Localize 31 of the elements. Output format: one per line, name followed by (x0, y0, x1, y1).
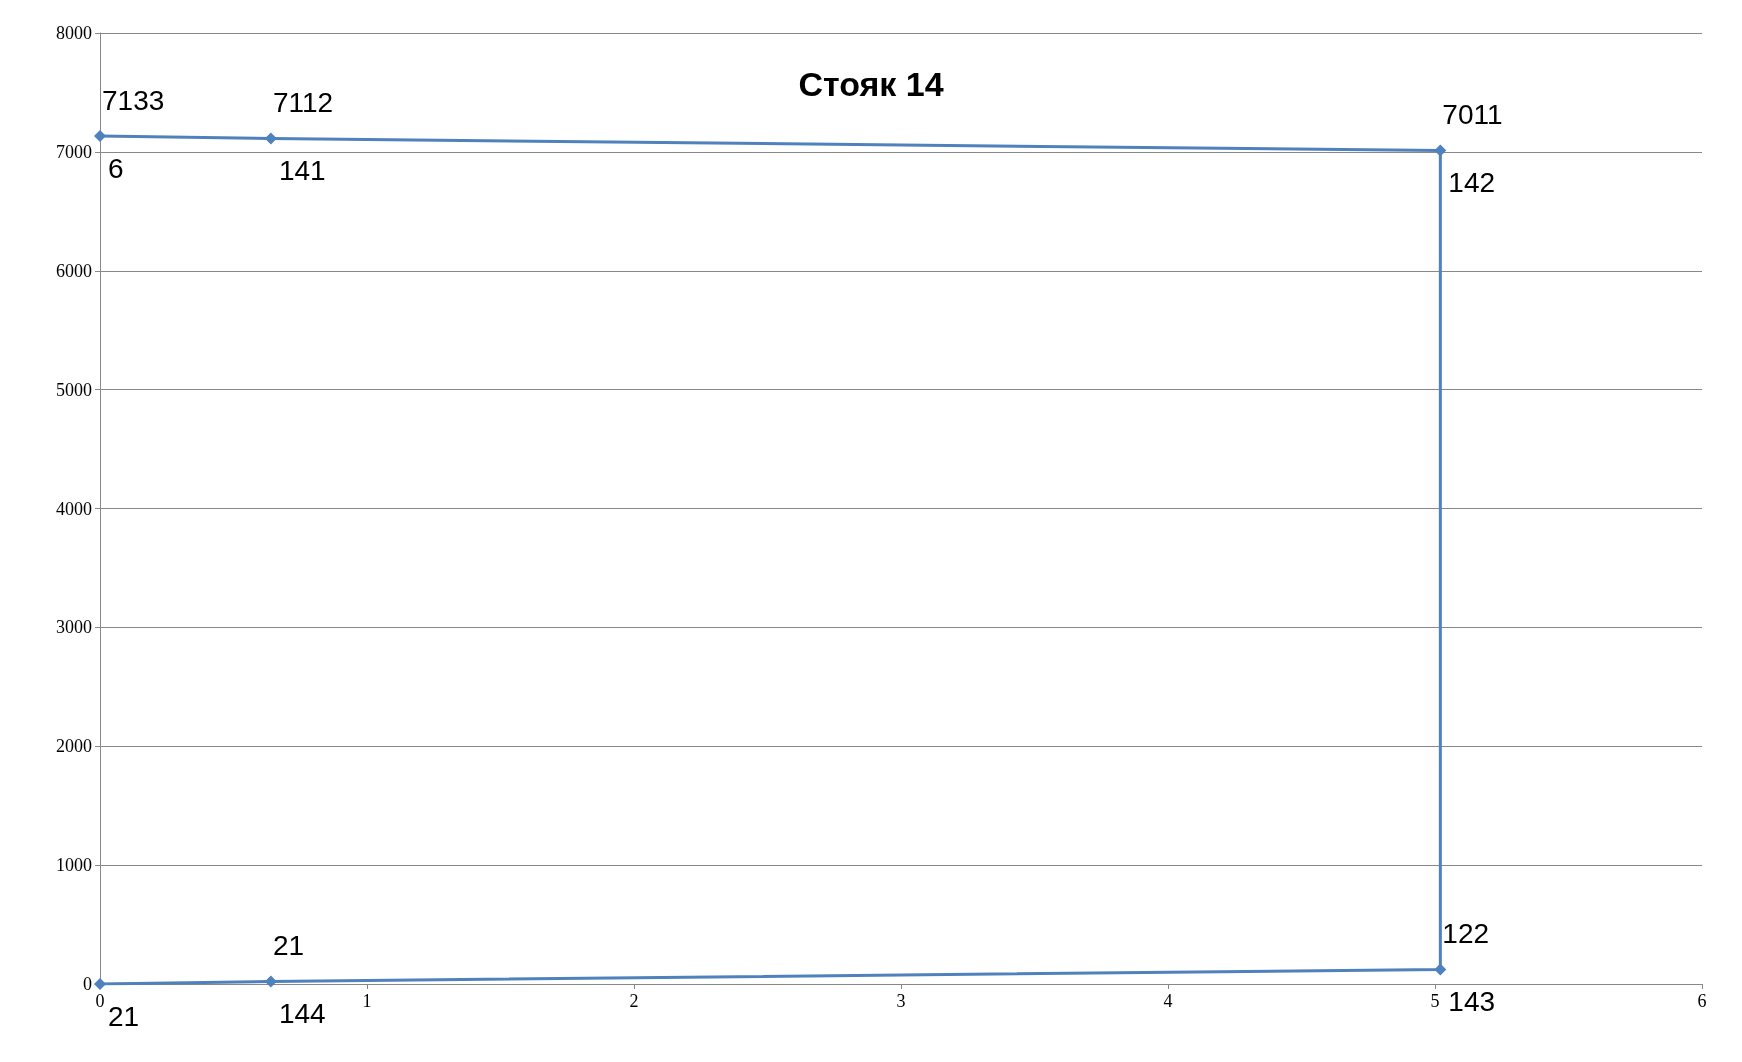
x-tick-label: 5 (1430, 991, 1440, 1011)
x-tick-label: 4 (1163, 991, 1173, 1011)
x-tick-label: 2 (629, 991, 639, 1011)
annotation: 142 (1448, 167, 1496, 199)
annotation: 144 (278, 998, 326, 1029)
point (94, 978, 106, 990)
annotation: 6 (108, 152, 124, 184)
y-tick-label: 7000 (56, 141, 92, 162)
y-tick-label: 6000 (56, 260, 92, 281)
y-tick-label: 5000 (56, 379, 92, 400)
text: Стояк 14 (798, 65, 944, 103)
x-tick-label: 3 (896, 991, 906, 1011)
y-tick-label: 0 (83, 974, 92, 994)
x-tick-label: 6 (1697, 991, 1707, 1011)
y-tick-label: 3000 (56, 617, 92, 638)
y-tick-label: 4000 (56, 498, 92, 519)
x-tick-label: 1 (362, 991, 372, 1011)
annotation: 141 (278, 155, 326, 187)
data-label: 21 (272, 930, 305, 961)
point (94, 130, 106, 143)
data-label: 7133 (102, 84, 165, 116)
annotation: 143 (1448, 986, 1496, 1017)
data-label: 7112 (272, 87, 334, 119)
data-label: 122 (1442, 918, 1490, 949)
y-tick-label: 1000 (56, 855, 92, 876)
y-tick-label: 8000 (56, 23, 92, 43)
point (1434, 963, 1447, 976)
y-tick-label: 2000 (56, 736, 92, 757)
x-tick-label: 0 (95, 991, 105, 1011)
annotation: 21 (108, 1000, 140, 1032)
data-label: 7011 (1442, 99, 1503, 131)
